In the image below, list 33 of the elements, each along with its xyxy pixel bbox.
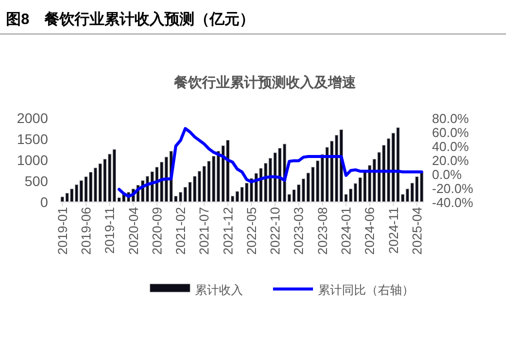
x-tick-label: 2019-01: [54, 207, 70, 255]
x-tick-label: 2020-09: [149, 207, 164, 255]
chart-title: 图8 餐饮行业累计收入预测（亿元）: [6, 11, 254, 28]
y-tick-label: 500: [24, 173, 48, 189]
x-tick-label: 2024-11: [386, 207, 401, 254]
y2-tick-label: -40.0%: [432, 195, 474, 210]
y-tick-label: 2000: [16, 110, 48, 126]
y2-tick-label: 60.0%: [432, 125, 470, 140]
y-tick-label: 1500: [16, 131, 48, 147]
x-tick-label: 2022-10: [268, 207, 283, 255]
x-tick-label: 2020-04: [126, 207, 141, 255]
y2-tick-label: 20.0%: [432, 153, 470, 168]
chart-subtitle: 餐饮行业累计预测收入及增速: [173, 74, 357, 90]
x-tick-label: 2021-02: [173, 207, 188, 255]
x-tick-label: 2025-04: [409, 207, 424, 255]
x-tick-label: 2021-07: [196, 207, 212, 255]
legend-label: 累计同比（右轴）: [318, 283, 414, 297]
x-tick-label: 2019-06: [78, 207, 94, 255]
y-tick-label: 1000: [16, 152, 48, 168]
y2-tick-label: 0.0%: [432, 167, 462, 182]
y2-tick-label: -20.0%: [432, 181, 474, 196]
x-tick-label: 2024-01: [338, 207, 354, 255]
x-tick-label: 2021-12: [220, 207, 236, 255]
y2-tick-label: 80.0%: [432, 111, 470, 126]
line-series: [118, 127, 424, 198]
x-tick-label: 2022-05: [244, 207, 259, 255]
x-tick-label: 2024-06: [362, 207, 378, 255]
x-tick-label: 2023-03: [291, 207, 306, 255]
y-tick-label: 0: [40, 194, 48, 210]
legend-label: 累计收入: [195, 283, 243, 297]
x-tick-label: 2023-08: [314, 207, 330, 255]
x-tick-label: 2019-11: [102, 207, 118, 254]
y2-tick-label: 40.0%: [432, 139, 470, 154]
